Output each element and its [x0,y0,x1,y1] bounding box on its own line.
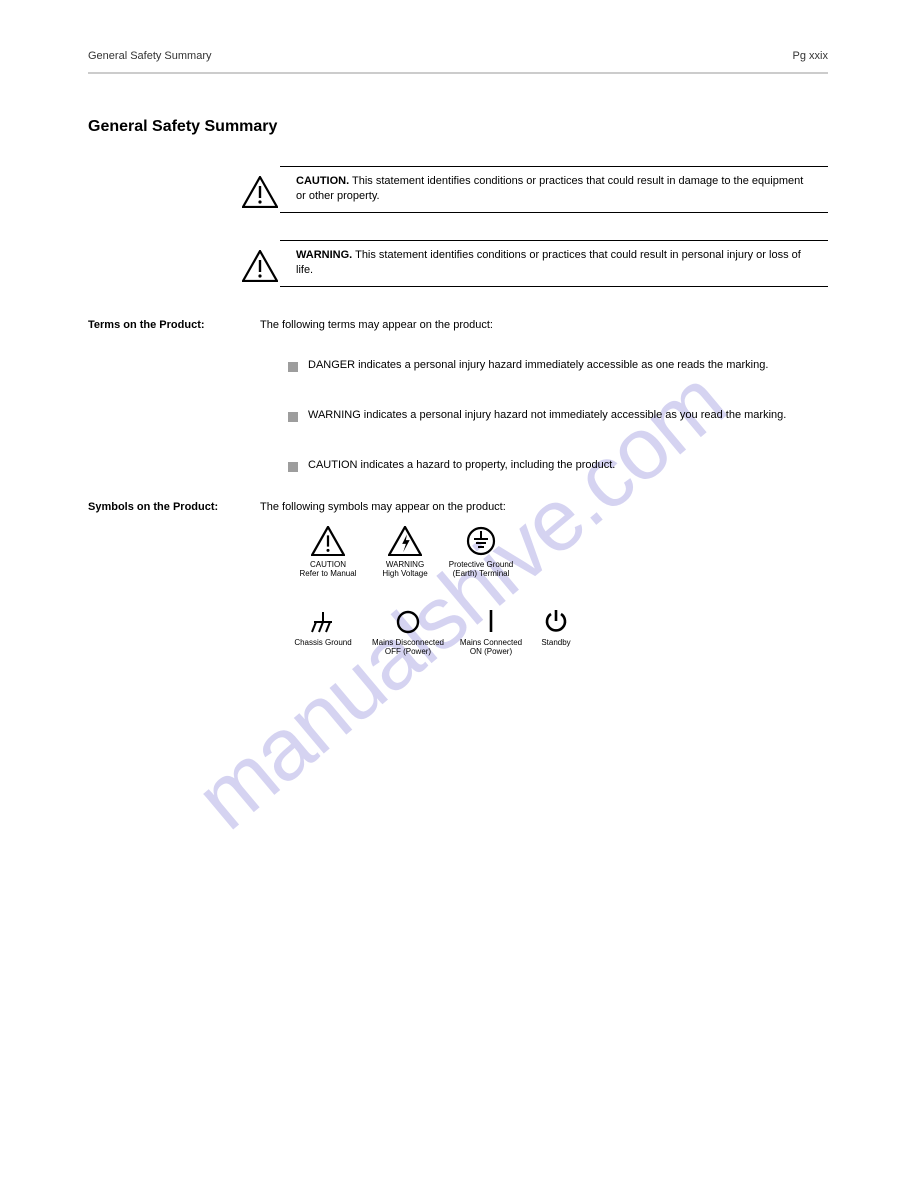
header-right: Pg xxix [793,50,828,62]
symbol-off-icon: Mains Disconnected OFF (Power) [358,610,458,656]
caution-label: CAUTION. [296,175,349,187]
warning-body: This statement identifies conditions or … [296,249,801,276]
header-left: General Safety Summary [88,50,212,62]
bullet-2: WARNING indicates a personal injury haza… [308,408,818,423]
symbol-standby-label: Standby [541,638,570,647]
symbol-caution-icon: CAUTION Refer to Manual [288,526,368,578]
symbols-heading: Symbols on the Product: [88,500,268,515]
symbol-chassis-label: Chassis Ground [294,638,351,647]
header-rule [88,72,828,74]
symbol-earth-icon: Protective Ground (Earth) Terminal [436,526,526,578]
caution-text: CAUTION. This statement identifies condi… [296,174,816,204]
warning-label: WARNING. [296,249,352,261]
terms-intro: The following terms may appear on the pr… [260,318,820,333]
caution-rule-top [280,166,828,167]
bullet-square-icon [288,412,298,422]
caution-triangle-icon [242,176,278,208]
symbol-earth-label: Protective Ground (Earth) Terminal [449,560,513,578]
bullet-square-icon [288,362,298,372]
watermark-text: manualshive.com [176,350,743,849]
symbol-standby-icon: Standby [526,608,586,647]
warning-rule-top [280,240,828,241]
symbol-chassis-icon: Chassis Ground [278,610,368,647]
caution-rule-bot [280,212,828,213]
page-title: General Safety Summary [88,118,277,136]
running-header: General Safety Summary Pg xxix [88,50,828,62]
warning-triangle-icon [242,250,278,282]
warning-rule-bot [280,286,828,287]
symbol-on-label: Mains Connected ON (Power) [460,638,522,656]
bullet-1: DANGER indicates a personal injury hazar… [308,358,818,373]
bullet-3: CAUTION indicates a hazard to property, … [308,458,818,473]
symbols-intro: The following symbols may appear on the … [260,500,820,515]
symbol-highvolt-label: WARNING High Voltage [382,560,427,578]
symbol-off-label: Mains Disconnected OFF (Power) [372,638,444,656]
symbol-caution-label: CAUTION Refer to Manual [300,560,357,578]
warning-text: WARNING. This statement identifies condi… [296,248,816,278]
caution-body: This statement identifies conditions or … [296,175,803,202]
bullet-square-icon [288,462,298,472]
symbol-highvolt-icon: WARNING High Voltage [370,526,440,578]
symbol-on-icon: Mains Connected ON (Power) [446,608,536,656]
terms-heading: Terms on the Product: [88,318,248,333]
